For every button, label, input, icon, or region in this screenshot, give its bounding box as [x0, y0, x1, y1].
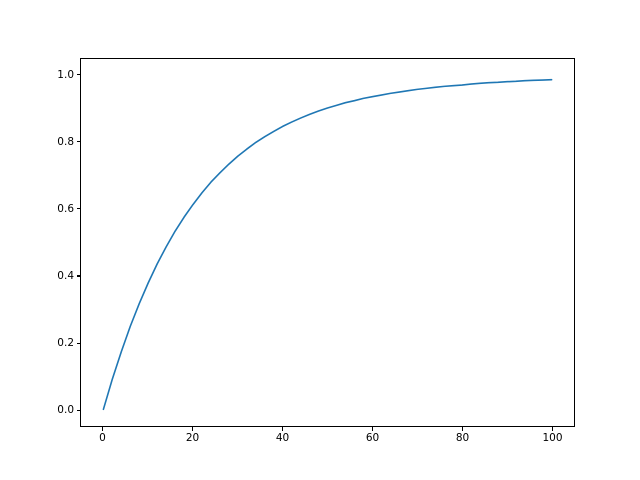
x-tick-label: 40 — [275, 432, 290, 444]
y-tick-mark — [76, 409, 80, 411]
plot-axes — [80, 58, 575, 427]
x-tick-label: 20 — [185, 432, 200, 444]
y-tick-mark — [76, 141, 80, 143]
y-tick-label: 0.0 — [57, 403, 74, 416]
x-tick-label: 60 — [365, 432, 380, 444]
x-tick-mark — [281, 427, 284, 431]
y-tick-mark — [76, 275, 80, 277]
y-tick-label: 1.0 — [57, 68, 74, 81]
x-tick-mark — [461, 427, 464, 431]
y-tick-mark — [76, 74, 80, 76]
x-tick-label: 100 — [542, 432, 563, 444]
x-tick-mark — [371, 427, 374, 431]
y-tick-label: 0.6 — [57, 202, 74, 215]
x-tick-label: 80 — [455, 432, 470, 444]
y-tick-mark — [76, 342, 80, 344]
plot-area — [81, 59, 574, 426]
y-tick-label: 0.8 — [57, 135, 74, 148]
x-tick-mark — [551, 427, 554, 431]
y-axis-tick-labels: 0.0 0.2 0.4 0.6 0.8 1.0 — [0, 0, 74, 480]
x-tick-mark — [191, 427, 194, 431]
y-tick-label: 0.4 — [57, 269, 74, 282]
x-axis-tick-labels: 0 20 40 60 80 100 — [0, 433, 640, 453]
x-tick-mark — [101, 427, 104, 431]
y-tick-mark — [76, 208, 80, 210]
line-series-saturation-curve — [103, 80, 551, 410]
x-tick-label: 0 — [99, 432, 106, 444]
y-tick-label: 0.2 — [57, 336, 74, 349]
